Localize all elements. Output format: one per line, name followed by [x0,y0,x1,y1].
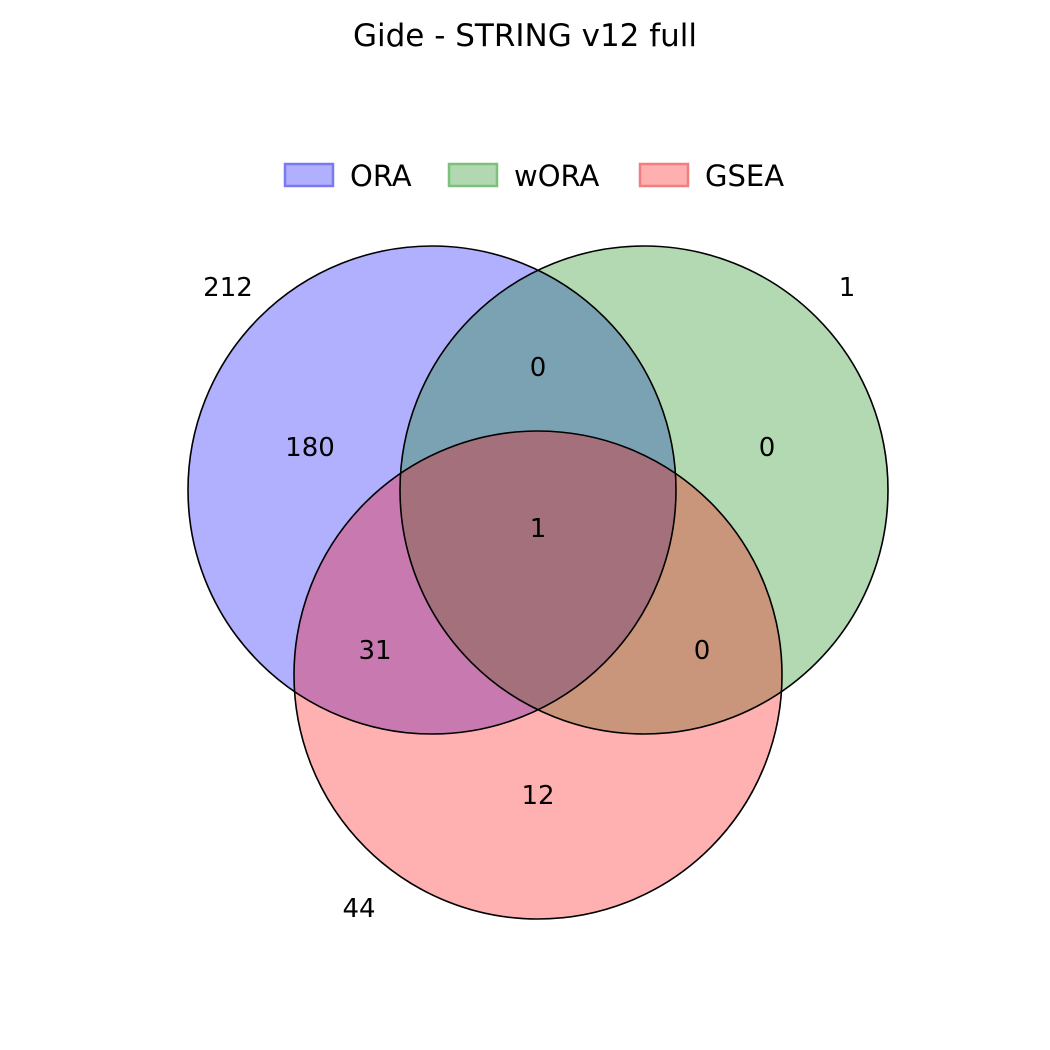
region-count-wora-gsea: 0 [694,636,711,666]
legend-swatch-wora [447,162,499,188]
set-outline-ora [187,245,677,735]
set-total-wora: 1 [839,273,856,303]
legend-swatch-gsea [638,162,690,188]
legend: ORA wORA GSEA [283,159,784,193]
venn-circles [187,245,889,920]
legend-label-ora: ORA [350,159,412,193]
set-outline-gsea [293,430,783,920]
legend-label-wora: wORA [514,159,600,193]
set-circle-ora [188,246,676,734]
set-circle-gsea [294,431,782,919]
legend-swatch-ora [283,162,335,188]
set-outline-wora [399,245,889,735]
region-count-wora-only: 0 [759,433,776,463]
region-count-ora-gsea: 31 [358,636,391,666]
chart-title: Gide - STRING v12 full [353,18,697,54]
region-count-all-three: 1 [530,514,547,544]
region-count-ora-only: 180 [285,433,335,463]
legend-label-gsea: GSEA [705,159,784,193]
region-count-ora-wora: 0 [530,353,547,383]
region-count-gsea-only: 12 [521,781,554,811]
set-total-gsea: 44 [342,894,375,924]
set-total-ora: 212 [203,273,253,303]
set-circle-wora [400,246,888,734]
